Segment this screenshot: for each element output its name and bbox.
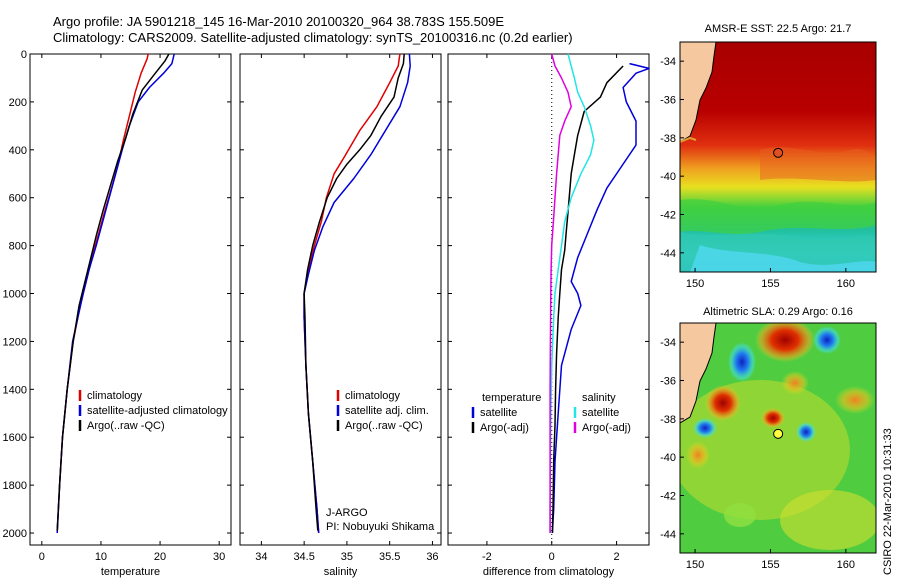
sla-lat-tick-label: -38 xyxy=(660,414,676,426)
depth-tick-label: 1400 xyxy=(3,384,27,396)
difference-legend-entry: satellite xyxy=(480,407,517,419)
depth-tick-label: 1600 xyxy=(3,432,27,444)
sla-lon-tick-label: 155 xyxy=(761,559,779,571)
sst-map-panel: AMSR-E SST: 22.5 Argo: 21.7 150 155 160 -34… xyxy=(660,23,877,290)
sla-lat-tick-label: -36 xyxy=(660,376,676,388)
sst-argo-marker xyxy=(773,147,784,158)
temperature-plot-frame xyxy=(29,53,232,546)
temperature-legend-entry: Argo(..raw -QC) xyxy=(87,420,165,432)
sst-lon-tick-label: 150 xyxy=(686,278,704,290)
sst-lat-tick-label: -42 xyxy=(660,210,676,222)
temperature-panel: 0 10 20 30 0 200 400 600 800 1000 1200 1400 1600 1800… xyxy=(3,49,232,578)
difference-series-satellite-salinity xyxy=(549,53,595,533)
temperature-xtick-label: 20 xyxy=(154,551,166,563)
sst-lat-tick-label: -36 xyxy=(660,95,676,107)
salinity-plot-frame xyxy=(239,53,442,546)
sla-lon-tick-label: 160 xyxy=(837,559,855,571)
sst-map-frame xyxy=(679,41,877,273)
sla-map-panel: Altimetric SLA: 0.29 Argo: 0.16 150 155 16… xyxy=(660,306,877,571)
difference-xtick-label: 2 xyxy=(614,551,620,563)
sst-lon-tick-label: 160 xyxy=(837,278,855,290)
temperature-legend-entry: climatology xyxy=(87,390,143,402)
sst-map-title: AMSR-E SST: 22.5 Argo: 21.7 xyxy=(705,23,852,35)
difference-xlabel: difference from climatology xyxy=(483,566,615,578)
sst-lat-tick-label: -44 xyxy=(660,248,676,260)
temperature-xtick-label: 10 xyxy=(95,551,107,563)
temperature-xtick-label: 0 xyxy=(39,551,45,563)
difference-series-satellite-temperature xyxy=(551,62,650,534)
difference-legend-entry: satellite xyxy=(582,407,619,419)
salinity-legend-entry: satellite adj. clim. xyxy=(345,405,429,417)
temperature-series-argo-raw-qc xyxy=(56,53,170,531)
sst-lon-tick-label: 155 xyxy=(761,278,779,290)
salinity-series-argo-raw-qc xyxy=(303,53,405,531)
salinity-xtick-label: 34.5 xyxy=(293,551,314,563)
temperature-xtick-label: 30 xyxy=(213,551,225,563)
depth-tick-label: 800 xyxy=(9,241,27,253)
depth-tick-label: 200 xyxy=(9,97,27,109)
sla-lat-tick-label: -34 xyxy=(660,337,676,349)
sst-lat-tick-label: -38 xyxy=(660,133,676,145)
header-line-1: Argo profile: JA 5901218_145 16-Mar-2010… xyxy=(53,14,504,29)
sla-lon-tick-label: 150 xyxy=(686,559,704,571)
pi-annotation: PI: Nobuyuki Shikama xyxy=(326,521,435,533)
temperature-xlabel: temperature xyxy=(101,566,160,578)
depth-tick-label: 400 xyxy=(9,145,27,157)
sla-map-frame xyxy=(679,322,877,554)
salinity-xtick-label: 34 xyxy=(255,551,267,563)
difference-panel: -2 0 2 difference from climatology temperatu… xyxy=(447,53,650,578)
difference-legend-entry: Argo(-adj) xyxy=(582,422,631,434)
sst-map-axes: 150 155 160 -34 -36 -38 -40 -42 -44 xyxy=(660,56,855,290)
difference-legend-entry: Argo(-adj) xyxy=(480,422,529,434)
difference-series-argo-adj-salinity xyxy=(549,53,572,533)
sla-map-title: Altimetric SLA: 0.29 Argo: 0.16 xyxy=(703,306,853,318)
sla-argo-marker xyxy=(773,428,784,439)
difference-plot-frame xyxy=(447,53,650,546)
depth-tick-label: 1200 xyxy=(3,336,27,348)
difference-xtick-label: -2 xyxy=(482,551,492,563)
difference-series-argo-adj-temperature xyxy=(551,65,624,534)
credit-stamp: CSIRO 22-Mar-2010 10:31:33 xyxy=(882,428,894,575)
salinity-xtick-label: 35 xyxy=(341,551,353,563)
sla-map-axes: 150 155 160 -34 -36 -38 -40 -42 -44 xyxy=(660,337,855,571)
salinity-legend-entry: Argo(..raw -QC) xyxy=(345,420,423,432)
salinity-xtick-label: 35.5 xyxy=(379,551,400,563)
salinity-panel: 34 34.5 35 35.5 36 salinity climatology satelli… xyxy=(239,53,442,578)
sst-lat-tick-label: -34 xyxy=(660,56,676,68)
depth-tick-label: 1800 xyxy=(3,480,27,492)
difference-xtick-label: 0 xyxy=(549,551,555,563)
depth-tick-label: 0 xyxy=(21,49,27,61)
sla-lat-tick-label: -44 xyxy=(660,529,676,541)
depth-tick-label: 2000 xyxy=(3,528,27,540)
depth-tick-label: 1000 xyxy=(3,289,27,301)
temperature-legend-header: temperature xyxy=(482,392,541,404)
depth-tick-label: 600 xyxy=(9,193,27,205)
temperature-legend-entry: satellite-adjusted climatology xyxy=(87,405,228,417)
header-line-2: Climatology: CARS2009. Satellite-adjuste… xyxy=(53,30,573,45)
salinity-legend-header: salinity xyxy=(582,392,616,404)
program-annotation: J-ARGO xyxy=(326,507,368,519)
sst-lat-tick-label: -40 xyxy=(660,171,676,183)
sla-lat-tick-label: -40 xyxy=(660,452,676,464)
salinity-legend-entry: climatology xyxy=(345,390,401,402)
sla-lat-tick-label: -42 xyxy=(660,491,676,503)
salinity-xtick-label: 36 xyxy=(426,551,438,563)
salinity-xlabel: salinity xyxy=(324,566,358,578)
